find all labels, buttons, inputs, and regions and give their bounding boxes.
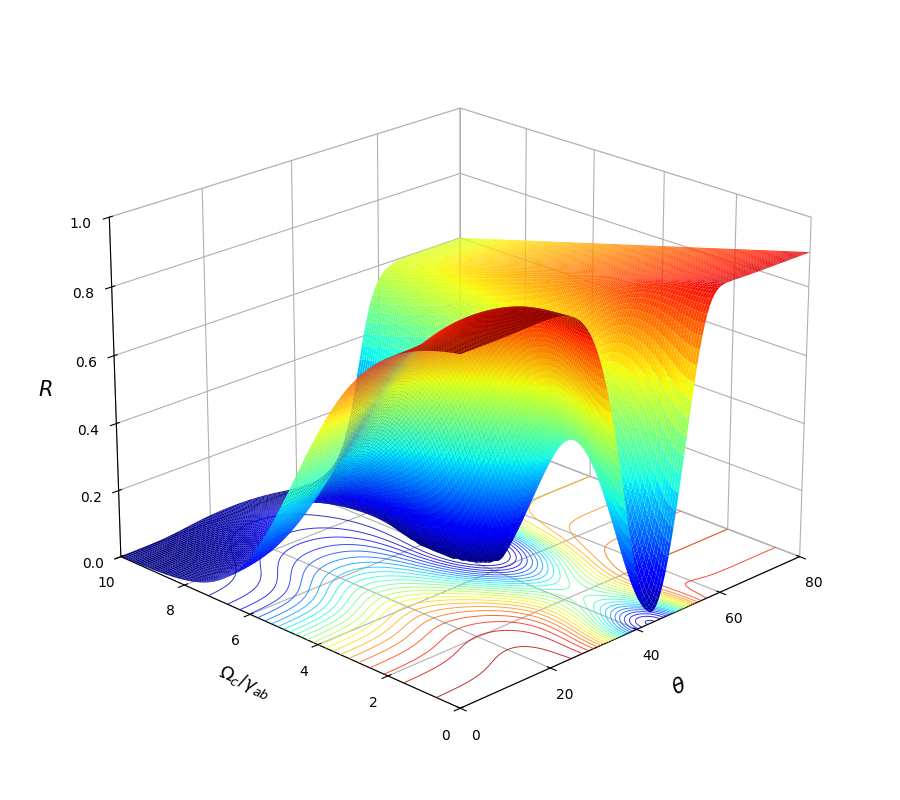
- X-axis label: $\theta$: $\theta$: [668, 674, 689, 698]
- Y-axis label: $\Omega_c/\gamma_{ab}$: $\Omega_c/\gamma_{ab}$: [215, 662, 274, 704]
